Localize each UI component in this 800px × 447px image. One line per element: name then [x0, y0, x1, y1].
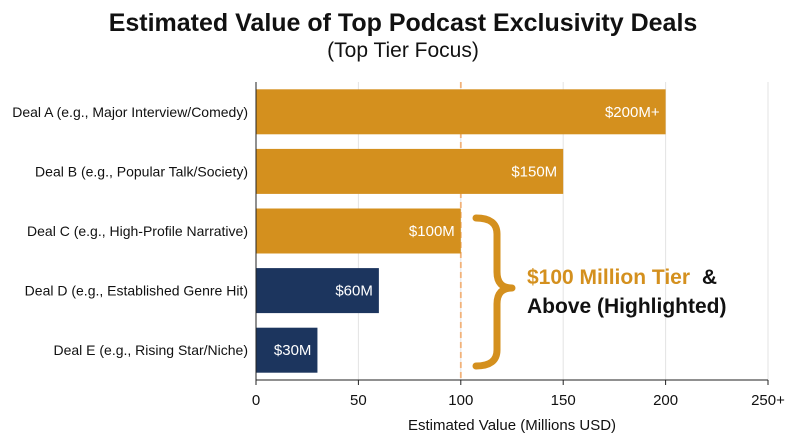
x-tick-label: 0	[252, 392, 260, 409]
x-tick-label: 150	[551, 392, 576, 409]
x-tick-label: 50	[350, 392, 367, 409]
category-labels: Deal A (e.g., Major Interview/Comedy) Dea…	[12, 104, 248, 358]
category-label: Deal D (e.g., Established Genre Hit)	[25, 283, 248, 299]
chart-subtitle: (Top Tier Focus)	[327, 39, 479, 62]
category-label: Deal B (e.g., Popular Talk/Society)	[35, 163, 248, 179]
bar	[256, 89, 666, 135]
annotation-line-2: Above (Highlighted)	[527, 295, 726, 318]
data-label: $30M	[274, 342, 312, 359]
annotation-line-1: $100 Million Tier &	[527, 266, 717, 289]
annotation-accent-text: $100 Million Tier	[527, 266, 690, 289]
data-label: $200M+	[605, 104, 660, 121]
bar	[256, 208, 461, 254]
bars: $200M+ $150M $100M $60M $30M	[256, 89, 666, 373]
data-label: $150M	[511, 163, 557, 180]
data-label: $100M	[409, 223, 455, 240]
category-label: Deal C (e.g., High-Profile Narrative)	[27, 223, 248, 239]
bar	[256, 327, 318, 373]
x-axis: 0 50 100 150 200 250+	[252, 82, 785, 409]
category-label: Deal A (e.g., Major Interview/Comedy)	[12, 104, 248, 120]
data-label: $60M	[335, 283, 373, 300]
x-tick-label: 100	[448, 392, 473, 409]
x-axis-title: Estimated Value (Millions USD)	[408, 417, 616, 434]
annotation-brace-icon	[472, 214, 516, 370]
x-tick-label: 200	[653, 392, 678, 409]
annotation-ampersand: &	[702, 266, 717, 289]
bar	[256, 148, 564, 194]
x-tick-label: 250+	[751, 392, 785, 409]
category-label: Deal E (e.g., Rising Star/Niche)	[53, 342, 248, 358]
chart-title: Estimated Value of Top Podcast Exclusivi…	[109, 9, 698, 37]
bar	[256, 268, 379, 314]
